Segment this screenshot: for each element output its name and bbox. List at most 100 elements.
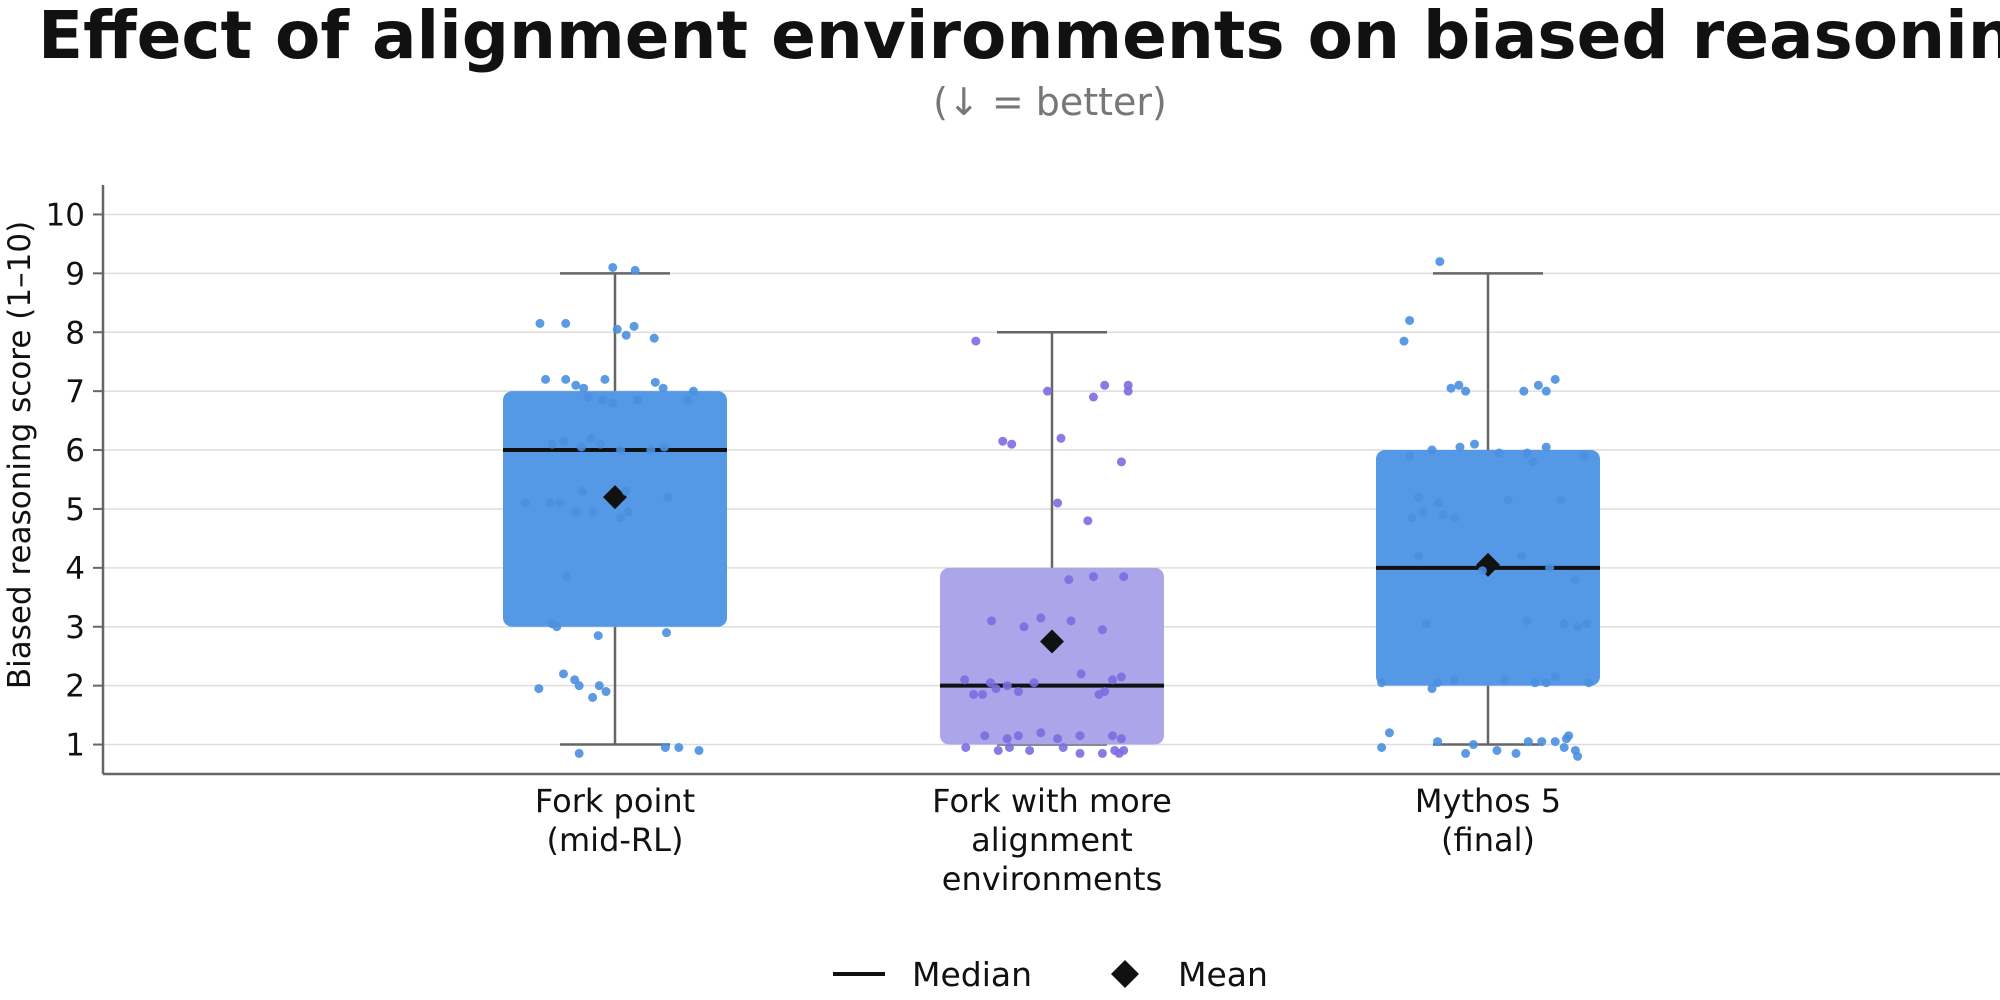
data-point bbox=[1002, 734, 1012, 744]
legend-mean-swatch bbox=[1111, 960, 1139, 988]
data-point bbox=[1541, 442, 1551, 452]
data-point bbox=[558, 436, 568, 446]
data-point bbox=[1500, 675, 1510, 685]
y-tick-label: 1 bbox=[65, 728, 85, 764]
data-point bbox=[1066, 616, 1076, 626]
data-point bbox=[1097, 625, 1107, 635]
data-point bbox=[1119, 572, 1129, 582]
data-point bbox=[1559, 619, 1569, 629]
data-point bbox=[1550, 672, 1560, 682]
legend-mean-label: Mean bbox=[1178, 955, 1268, 994]
data-point bbox=[1522, 448, 1532, 458]
data-point bbox=[662, 628, 672, 638]
data-point bbox=[1461, 386, 1471, 396]
y-tick-label: 7 bbox=[65, 374, 85, 410]
data-point bbox=[1582, 619, 1592, 629]
data-point bbox=[1088, 392, 1098, 402]
data-point bbox=[1541, 678, 1551, 688]
data-point bbox=[1550, 374, 1560, 384]
data-point bbox=[621, 330, 631, 340]
data-point bbox=[1107, 675, 1117, 685]
data-point bbox=[1075, 748, 1085, 758]
data-point bbox=[1377, 678, 1387, 688]
data-point bbox=[1494, 448, 1504, 458]
data-point bbox=[1123, 386, 1133, 396]
data-point bbox=[1522, 616, 1532, 626]
data-point bbox=[980, 731, 990, 741]
mean-marker bbox=[1040, 629, 1064, 654]
data-point bbox=[1013, 687, 1023, 697]
data-point bbox=[623, 507, 633, 517]
y-tick-label: 2 bbox=[65, 669, 85, 705]
data-point bbox=[1002, 681, 1012, 691]
data-point bbox=[1545, 563, 1555, 573]
data-point bbox=[1405, 451, 1415, 461]
data-point bbox=[561, 318, 571, 328]
data-point bbox=[1064, 575, 1074, 585]
data-point bbox=[1519, 386, 1529, 396]
data-point bbox=[1007, 439, 1017, 449]
data-point bbox=[1053, 734, 1063, 744]
data-point bbox=[658, 383, 668, 393]
point-group bbox=[1377, 257, 1594, 761]
data-point bbox=[1116, 672, 1126, 682]
data-point bbox=[576, 442, 586, 452]
data-point bbox=[1407, 513, 1417, 523]
y-tick-labels: 1 2 3 4 5 6 7 8 9 10 bbox=[46, 197, 103, 764]
y-tick-label: 9 bbox=[65, 256, 85, 292]
data-point bbox=[545, 498, 555, 508]
data-point bbox=[1528, 457, 1538, 467]
box-group bbox=[940, 331, 1164, 746]
data-point bbox=[520, 498, 530, 508]
data-point bbox=[1470, 439, 1480, 449]
data-point bbox=[1433, 737, 1443, 747]
y-tick-label: 4 bbox=[65, 551, 85, 587]
data-point bbox=[593, 631, 603, 641]
data-point bbox=[1434, 498, 1444, 508]
data-point bbox=[562, 572, 572, 582]
data-point bbox=[674, 742, 684, 752]
data-point bbox=[1083, 516, 1093, 526]
data-point bbox=[1414, 492, 1424, 502]
data-point bbox=[659, 442, 669, 452]
data-point bbox=[1025, 745, 1035, 755]
data-point bbox=[688, 386, 698, 396]
data-point bbox=[961, 742, 971, 752]
data-point bbox=[541, 374, 551, 384]
data-point bbox=[960, 675, 970, 685]
iqr-box bbox=[940, 567, 1164, 745]
data-point bbox=[621, 486, 631, 496]
data-point bbox=[663, 492, 673, 502]
data-point bbox=[583, 392, 593, 402]
data-point bbox=[1559, 742, 1569, 752]
data-point bbox=[1435, 257, 1445, 267]
data-point bbox=[1019, 622, 1029, 632]
y-tick-label: 10 bbox=[46, 197, 85, 233]
data-point bbox=[1013, 731, 1023, 741]
data-point bbox=[571, 380, 581, 390]
data-point bbox=[998, 436, 1008, 446]
x-category-label: (mid-RL) bbox=[547, 821, 684, 859]
data-point bbox=[1556, 495, 1566, 505]
data-point bbox=[588, 692, 598, 702]
chart-subtitle: (↓ = better) bbox=[933, 80, 1167, 124]
data-point bbox=[694, 745, 704, 755]
data-point bbox=[552, 622, 562, 632]
x-category-label: Mythos 5 bbox=[1415, 782, 1561, 820]
data-point bbox=[547, 439, 557, 449]
x-category-label: environments bbox=[942, 860, 1162, 898]
data-point bbox=[1438, 510, 1448, 520]
data-point bbox=[1517, 551, 1527, 561]
y-tick-label: 3 bbox=[65, 610, 85, 646]
data-point bbox=[1075, 731, 1085, 741]
data-point bbox=[1461, 748, 1471, 758]
data-point bbox=[608, 398, 618, 408]
data-point bbox=[1454, 380, 1464, 390]
data-point bbox=[586, 433, 596, 443]
data-point bbox=[1399, 336, 1409, 346]
data-point bbox=[535, 318, 545, 328]
y-axis-label: Biased reasoning score (1–10) bbox=[2, 221, 38, 689]
data-points bbox=[520, 257, 1594, 761]
data-point bbox=[629, 321, 639, 331]
